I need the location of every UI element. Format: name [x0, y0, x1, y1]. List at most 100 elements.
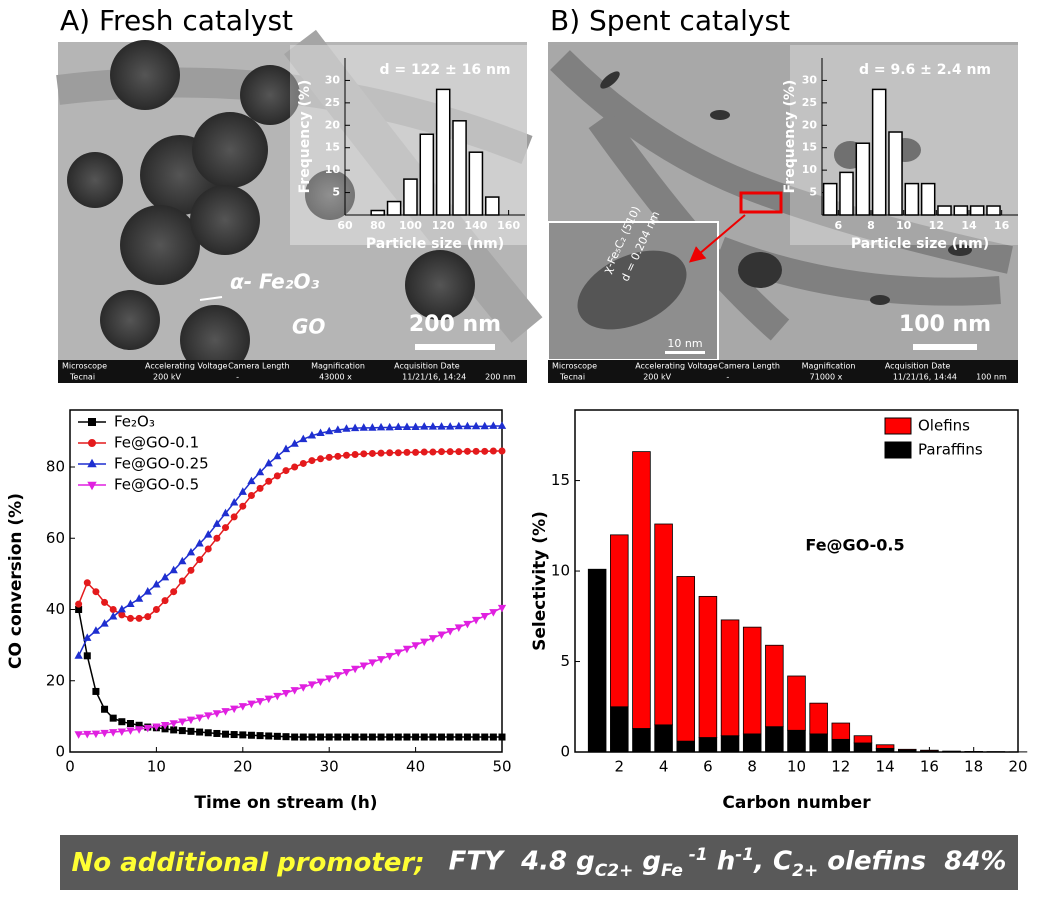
y-axis-label: CO conversion (%): [6, 493, 26, 669]
marker: [230, 513, 238, 521]
x-tick-label: 10: [896, 219, 912, 232]
marker: [403, 733, 411, 741]
marker: [239, 502, 247, 510]
y-tick-label: 25: [802, 96, 817, 109]
marker: [472, 447, 480, 455]
x-axis-label: Particle size (nm): [366, 236, 504, 252]
marker: [265, 732, 273, 740]
marker: [117, 604, 126, 613]
histogram-bar: [452, 120, 467, 216]
marker: [307, 681, 317, 689]
info-value: 71000 x: [810, 373, 843, 382]
marker: [446, 733, 454, 741]
marker: [204, 729, 212, 737]
marker: [273, 692, 282, 701]
marker: [402, 645, 412, 654]
marker: [143, 724, 152, 733]
info-bar: [548, 360, 1018, 383]
label: GO: [292, 315, 325, 339]
x-tick-label: 120: [432, 219, 455, 232]
marker: [463, 447, 471, 455]
marker: [350, 665, 360, 674]
marker: [446, 627, 455, 636]
bar-segment: [787, 729, 806, 753]
marker: [213, 534, 221, 542]
histogram-bar: [855, 142, 871, 216]
y-tick-label: 80: [46, 458, 65, 476]
y-tick-label: 15: [802, 141, 817, 154]
marker: [420, 422, 429, 430]
label: α- Fe₂O₃: [230, 270, 319, 294]
legend-label: Paraffins: [918, 441, 983, 459]
histogram-bar: [986, 205, 1001, 216]
bar-segment: [742, 626, 762, 735]
marker: [281, 444, 291, 453]
legend-label: Fe@GO-0.1: [114, 434, 199, 452]
marker: [91, 626, 101, 634]
marker: [333, 425, 342, 433]
marker: [428, 635, 438, 643]
figure-canvas: A) Fresh catalyst α- Fe₂O₃ GO 200 nm B) …: [6, 4, 1028, 813]
particles: [67, 40, 475, 375]
marker: [342, 451, 350, 459]
marker: [472, 733, 480, 741]
marker: [212, 710, 222, 718]
y-tick-label: 30: [325, 73, 341, 86]
bar-segment: [853, 742, 873, 753]
info-value: 200 kV: [153, 373, 181, 382]
x-tick-label: 6: [703, 758, 713, 776]
marker: [402, 422, 412, 430]
y-tick-label: 30: [802, 73, 818, 86]
marker: [87, 481, 97, 491]
marker: [437, 422, 446, 430]
marker: [498, 733, 506, 741]
marker: [126, 614, 134, 622]
marker: [170, 726, 178, 734]
marker: [160, 722, 170, 730]
marker: [178, 556, 187, 565]
scale-bar-label: 200 nm: [409, 312, 501, 337]
marker: [230, 497, 239, 506]
y-tick-label: 60: [46, 529, 65, 547]
marker: [75, 600, 83, 608]
marker: [152, 606, 160, 613]
y-tick-label: 5: [809, 186, 817, 199]
marker: [204, 530, 213, 538]
marker: [221, 708, 230, 716]
x-tick-label: 10: [147, 758, 166, 776]
marker: [376, 656, 386, 664]
marker: [463, 620, 472, 629]
marker: [204, 545, 212, 553]
marker: [83, 730, 92, 739]
marker: [282, 733, 290, 741]
marker: [247, 492, 255, 499]
x-tick-label: 20: [1008, 758, 1027, 776]
x-tick-label: 16: [994, 219, 1010, 232]
marker: [152, 723, 161, 731]
histogram-bar: [871, 88, 887, 216]
banner-highlight: No additional promoter;: [71, 847, 425, 878]
info-header: Accelerating Voltage: [635, 362, 718, 371]
x-tick-label: 0: [65, 758, 75, 776]
bar-segment: [676, 576, 696, 742]
marker: [359, 662, 368, 671]
y-tick-label: 0: [560, 743, 570, 761]
x-tick-label: 18: [964, 758, 983, 776]
marker: [161, 597, 169, 605]
marker: [83, 579, 91, 587]
marker: [273, 732, 281, 740]
marker: [178, 718, 187, 727]
bar-segment: [720, 619, 740, 737]
histogram-bar: [904, 182, 920, 216]
bar-segment: [875, 744, 895, 749]
marker: [143, 587, 152, 595]
marker: [333, 672, 342, 680]
banner-part: FTY 4.8 g: [448, 846, 595, 877]
marker: [481, 447, 489, 455]
marker: [480, 613, 489, 621]
marker: [100, 619, 109, 627]
marker: [87, 458, 97, 468]
x-tick-label: 50: [492, 758, 511, 776]
marker: [360, 733, 368, 741]
